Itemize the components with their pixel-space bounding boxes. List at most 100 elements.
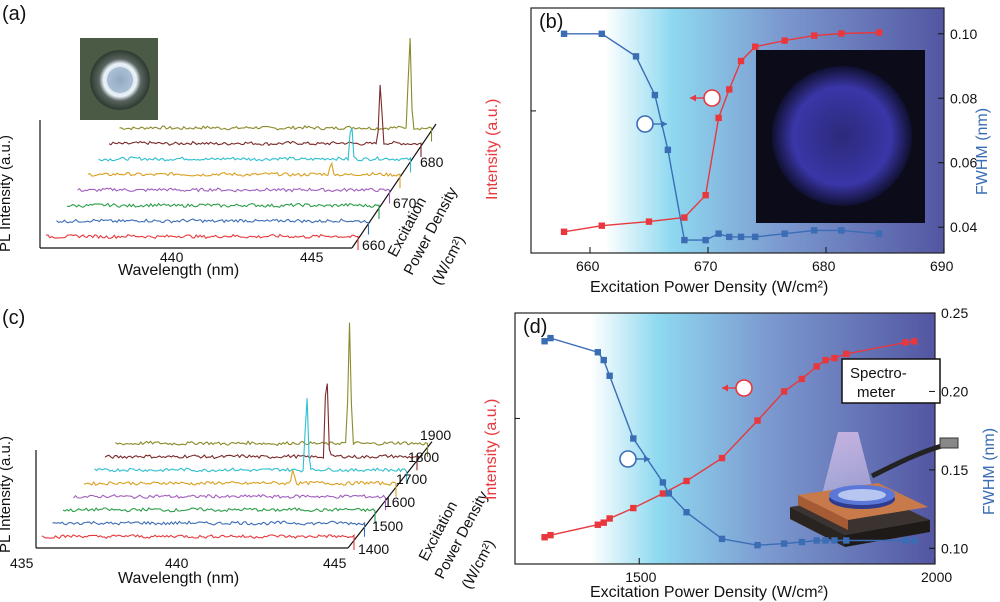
d-ylabel-left: Intensity (a.u.): [483, 399, 500, 500]
c-ztick-5: 1900: [420, 427, 451, 443]
marker-intensity: [811, 32, 818, 39]
marker-intensity: [838, 30, 845, 37]
xtick-label: 690: [930, 258, 954, 274]
marker-fwhm: [632, 53, 640, 60]
marker-intensity: [560, 228, 568, 235]
marker-fwhm: [726, 233, 733, 241]
marker-intensity: [541, 534, 548, 541]
c-xtick-0: 435: [10, 555, 34, 571]
marker-fwhm: [606, 372, 613, 379]
c-xlabel: Wavelength (nm): [118, 570, 239, 587]
annotation-circle: [619, 450, 637, 468]
panel-a-tag: (a): [2, 3, 26, 25]
annotation-circle: [735, 379, 753, 397]
marker-fwhm: [838, 227, 845, 234]
annotation-circle: [703, 89, 721, 107]
annotation-circle: [636, 115, 654, 133]
marker-intensity: [683, 477, 690, 485]
marker-fwhm: [822, 537, 829, 544]
y2tick-label: 0.20: [941, 383, 968, 399]
xtick-label: 680: [812, 258, 836, 274]
d-xlabel: Excitation Power Density (W/cm²): [590, 584, 828, 601]
marker-intensity: [875, 29, 883, 36]
marker-fwhm: [594, 349, 602, 356]
panel-a: (a) PL Intensity (a.u.) Wavelength (nm) …: [0, 3, 469, 288]
marker-fwhm: [718, 535, 726, 543]
spectrum-line-3: [73, 493, 387, 511]
marker-intensity: [831, 354, 838, 362]
spectrum-line-1: [56, 218, 370, 235]
waterfall-c: [35, 322, 433, 550]
spectrometer-label-0: Spectro-: [850, 365, 907, 382]
c-ztick-2: 1600: [384, 494, 415, 510]
panel-c-tag: (c): [2, 307, 25, 329]
spectrum-line-1: [52, 520, 366, 537]
panel-d-tag: (d): [523, 316, 547, 338]
marker-fwhm: [659, 479, 667, 486]
spectrum-line-2: [66, 202, 380, 219]
marker-fwhm: [541, 338, 548, 345]
c-ylabel: PL Intensity (a.u.): [0, 436, 14, 553]
spectrum-line-6: [104, 383, 418, 471]
marker-fwhm: [681, 236, 688, 244]
b-ylabel-left: Intensity (a.u.): [484, 99, 501, 200]
marker-fwhm: [665, 490, 673, 497]
y2tick-label: 0.10: [950, 26, 977, 42]
y2tick-label: 0.04: [950, 219, 977, 235]
a-ztick-2: 680: [420, 154, 444, 170]
marker-fwhm: [902, 537, 909, 544]
a-xtick-1: 445: [300, 249, 324, 265]
y2tick-label: 0.15: [941, 462, 968, 478]
marker-intensity: [813, 363, 820, 370]
spectrum-line-3: [77, 187, 391, 204]
marker-fwhm: [598, 30, 605, 37]
spectrum-line-0: [45, 233, 359, 250]
c-xtick-1: 440: [165, 555, 189, 571]
marker-fwhm: [630, 435, 637, 442]
c-ztick-0: 1400: [358, 541, 389, 557]
marker-intensity: [702, 191, 709, 199]
spectrum-line-5: [98, 127, 412, 173]
marker-intensity: [606, 515, 613, 522]
marker-fwhm: [911, 537, 918, 544]
d-ylabel-right: FWHM (nm): [981, 428, 998, 515]
marker-intensity: [598, 222, 605, 229]
annotation-arrowhead: [722, 384, 728, 392]
marker-intensity: [594, 521, 602, 528]
marker-fwhm: [781, 230, 788, 237]
a-ztick-0: 660: [362, 237, 386, 253]
marker-intensity: [902, 339, 909, 346]
waterfall-a: [39, 38, 437, 250]
spectrum-line-7: [115, 322, 429, 457]
marker-fwhm: [875, 230, 883, 237]
marker-intensity: [843, 350, 850, 358]
marker-intensity: [911, 338, 918, 345]
c-ztick-4: 1800: [408, 449, 439, 465]
c-xtick-2: 445: [323, 555, 347, 571]
marker-fwhm: [600, 356, 607, 364]
plot-d: 1500 2000 0.10 0.15 0.20 0.25: [515, 305, 968, 585]
marker-intensity: [737, 57, 745, 65]
waterfall-zaxis: [351, 123, 437, 249]
marker-fwhm: [752, 233, 759, 241]
marker-intensity: [547, 531, 554, 539]
d-inset-schematic: Spectro- meter: [790, 358, 959, 547]
xtick-label: 660: [576, 258, 600, 274]
spectrum-line-7: [119, 38, 433, 142]
marker-fwhm: [811, 227, 818, 234]
marker-fwhm: [843, 537, 850, 544]
marker-fwhm: [813, 537, 820, 544]
xtick-label: 1500: [625, 569, 656, 585]
marker-intensity: [630, 504, 637, 512]
annotation-arrowhead: [690, 94, 696, 102]
marker-fwhm: [780, 540, 788, 547]
marker-fwhm: [715, 230, 722, 237]
a-ylabel: PL Intensity (a.u.): [0, 135, 14, 252]
marker-fwhm: [651, 91, 659, 99]
marker-intensity: [645, 218, 653, 225]
spectrum-line-0: [41, 533, 355, 550]
marker-intensity: [600, 519, 607, 526]
c-ztick-3: 1700: [396, 471, 427, 487]
spectrum-line-5: [94, 398, 408, 484]
